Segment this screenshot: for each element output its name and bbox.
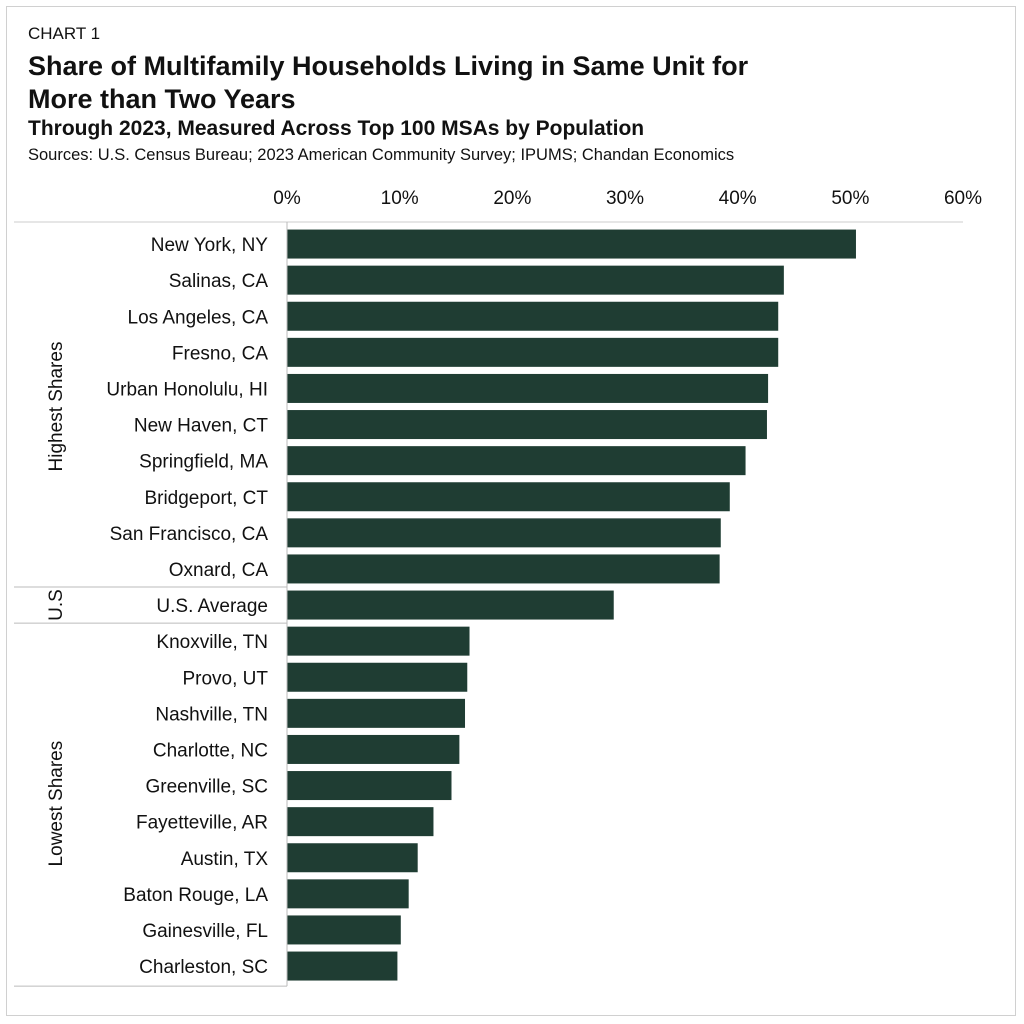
x-tick-label: 30% (606, 188, 644, 209)
category-label: San Francisco, CA (110, 524, 269, 545)
bar (287, 843, 418, 873)
bar (287, 807, 434, 837)
category-label: Fayetteville, AR (136, 813, 268, 834)
category-label: Fresno, CA (172, 343, 268, 364)
bar (287, 410, 767, 440)
category-label: Springfield, MA (139, 452, 268, 473)
bar (287, 734, 460, 764)
bar (287, 229, 856, 259)
category-label: Greenville, SC (146, 777, 269, 798)
bar (287, 626, 470, 656)
category-label: Baton Rouge, LA (123, 885, 268, 906)
x-tick-label: 60% (944, 188, 982, 209)
x-tick-label: 0% (273, 188, 301, 209)
chart-frame (6, 6, 1016, 1016)
group-label: Lowest Shares (46, 741, 67, 867)
bar (287, 518, 721, 548)
bar (287, 662, 468, 692)
chart-title: Share of Multifamily Households Living i… (28, 51, 749, 114)
bar (287, 554, 720, 584)
category-label: Salinas, CA (169, 271, 269, 292)
chart-subtitle: Through 2023, Measured Across Top 100 MS… (28, 117, 645, 140)
category-label: Knoxville, TN (156, 632, 268, 653)
x-tick-label: 50% (831, 188, 869, 209)
bar (287, 337, 779, 367)
x-tick-label: 10% (381, 188, 419, 209)
group-label: Highest Shares (46, 342, 67, 472)
category-label: Bridgeport, CT (144, 488, 268, 509)
bar (287, 590, 614, 620)
category-label: Provo, UT (182, 668, 268, 689)
bar (287, 879, 409, 909)
bar (287, 482, 730, 512)
chart-sources: Sources: U.S. Census Bureau; 2023 Americ… (28, 146, 735, 164)
category-label: Gainesville, FL (142, 921, 268, 942)
bar (287, 915, 401, 945)
x-tick-label: 20% (493, 188, 531, 209)
category-label: Austin, TX (181, 849, 269, 870)
bar (287, 301, 779, 331)
category-label: Charlotte, NC (153, 740, 268, 761)
category-label: Nashville, TN (155, 704, 268, 725)
category-label: New York, NY (151, 235, 269, 256)
category-label: Urban Honolulu, HI (106, 379, 268, 400)
bar (287, 373, 769, 403)
category-label: U.S. Average (156, 596, 268, 617)
bar (287, 698, 466, 728)
bar (287, 771, 452, 801)
category-label: Oxnard, CA (169, 560, 269, 581)
bar (287, 446, 746, 476)
category-label: New Haven, CT (134, 416, 268, 437)
bar (287, 951, 398, 981)
x-tick-label: 40% (719, 188, 757, 209)
group-label: U.S (46, 589, 67, 621)
category-label: Los Angeles, CA (128, 307, 269, 328)
chart-kicker: CHART 1 (28, 24, 101, 43)
bar (287, 265, 784, 295)
category-label: Charleston, SC (139, 957, 268, 978)
